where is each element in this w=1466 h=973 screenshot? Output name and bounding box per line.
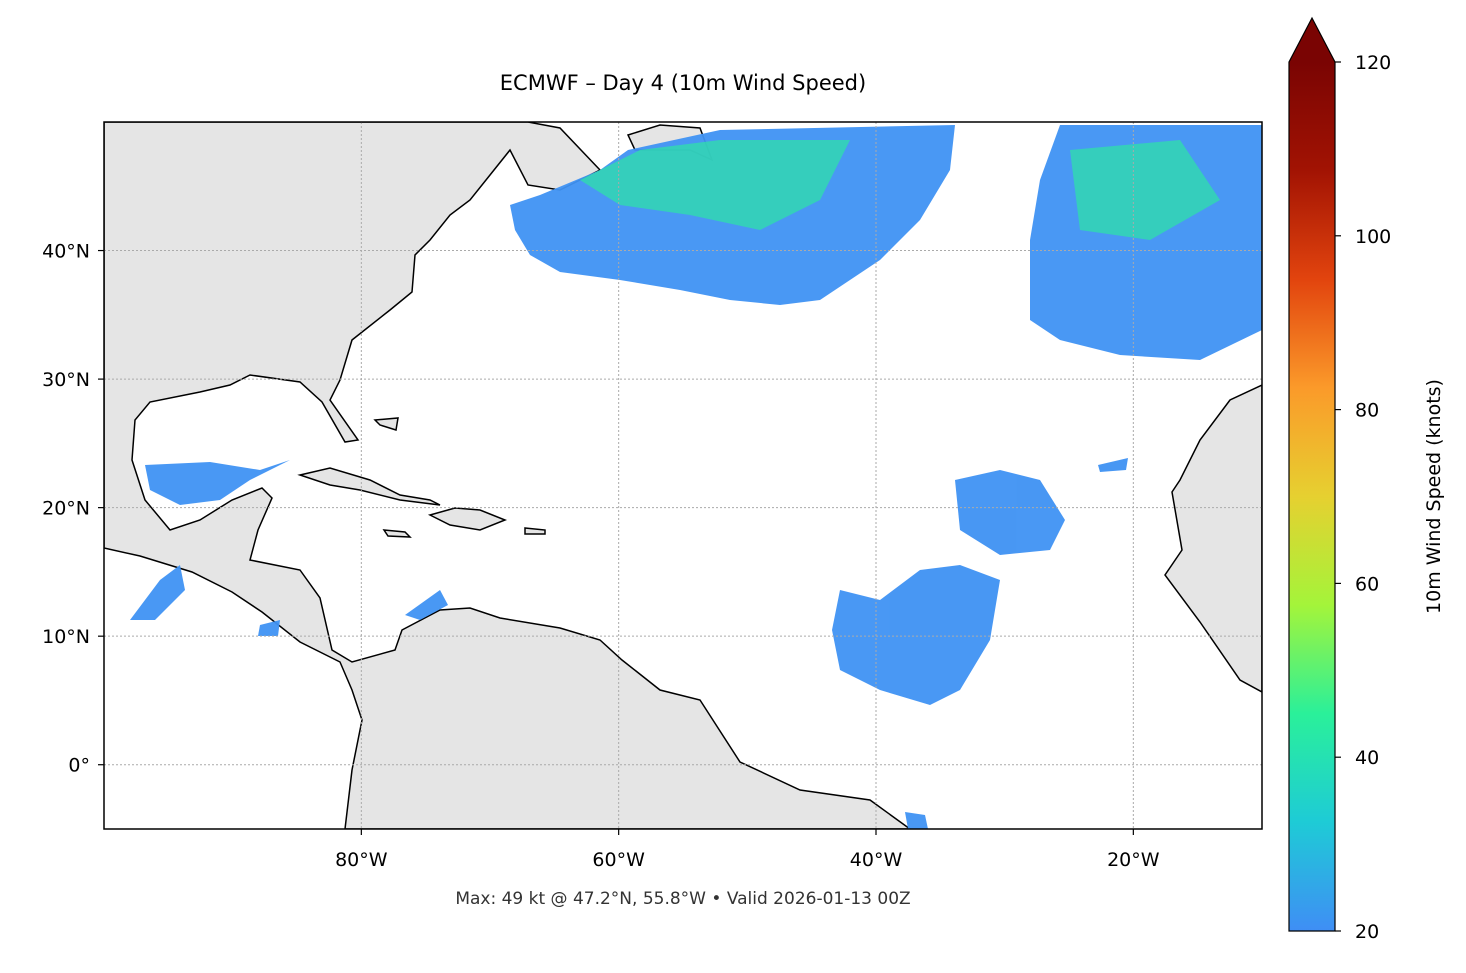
colorbar-tick-label: 40	[1355, 747, 1379, 769]
bahamas	[373, 417, 399, 431]
cuba	[297, 467, 441, 506]
wind-field	[1098, 458, 1128, 472]
x-tick-label: 40°W	[850, 849, 903, 871]
y-tick-label: 30°N	[42, 369, 90, 391]
colorbar-label: 10m Wind Speed (knots)	[1423, 379, 1445, 614]
colorbar-frame	[1288, 16, 1336, 932]
wind-core	[580, 140, 1220, 240]
wind-field	[580, 140, 850, 230]
wind-field	[130, 565, 185, 620]
map-frame	[103, 121, 1263, 830]
x-tick-label: 80°W	[335, 849, 388, 871]
colorbar-tick-label: 120	[1355, 52, 1391, 74]
wind-field	[955, 470, 1065, 555]
colorbar-gradient	[1289, 62, 1335, 931]
colorbar-tick-label: 80	[1355, 400, 1379, 422]
colorbar-tick-label: 20	[1355, 921, 1379, 943]
africa	[1164, 384, 1262, 693]
wind-field	[258, 620, 280, 636]
colorbar: 20 40 60 80 100 120 10m Wind Speed (knots)	[1288, 16, 1445, 943]
y-tick-label: 10°N	[42, 626, 90, 648]
axes: 80°W 60°W 40°W 20°W 0° 10°N 20°N 30°N 40°N	[42, 241, 1160, 871]
puerto-rico	[524, 527, 546, 535]
map-area	[104, 122, 1262, 829]
colorbar-tick-label: 100	[1355, 226, 1391, 248]
jamaica	[382, 529, 412, 538]
map-title: ECMWF – Day 4 (10m Wind Speed)	[500, 71, 866, 95]
colorbar-extend	[1289, 18, 1335, 62]
wind-field	[145, 460, 290, 505]
hispaniola	[427, 507, 508, 531]
x-tick-label: 60°W	[592, 849, 645, 871]
wind-field	[832, 565, 1000, 705]
americas	[104, 122, 912, 829]
y-tick-label: 20°N	[42, 498, 90, 520]
land	[104, 122, 1262, 829]
wind-field	[905, 812, 928, 829]
grid	[104, 122, 1262, 829]
y-tick-label: 0°	[68, 755, 90, 777]
footer-note: Max: 49 kt @ 47.2°N, 55.8°W • Valid 2026…	[455, 889, 910, 909]
colorbar-tick-label: 60	[1355, 573, 1379, 595]
y-tick-label: 40°N	[42, 241, 90, 263]
wind-field	[405, 590, 448, 620]
wind-field	[1070, 140, 1220, 240]
x-tick-label: 20°W	[1107, 849, 1160, 871]
